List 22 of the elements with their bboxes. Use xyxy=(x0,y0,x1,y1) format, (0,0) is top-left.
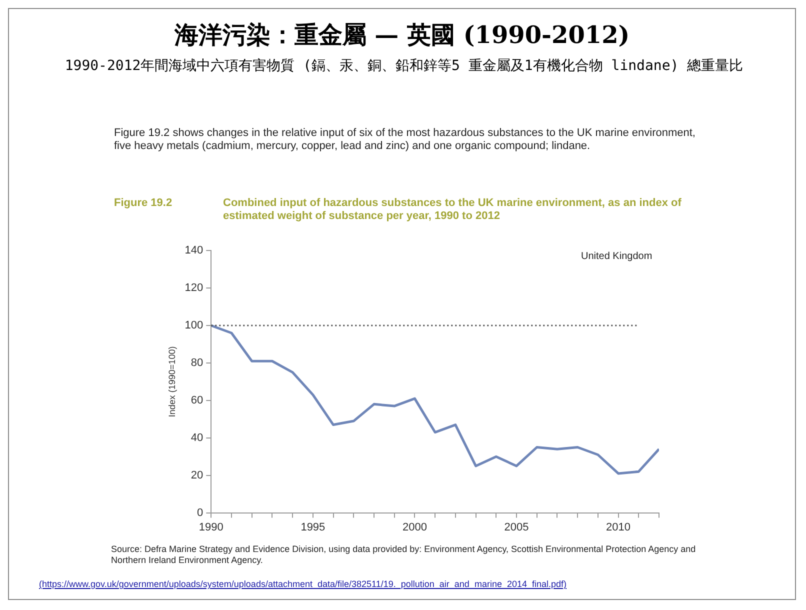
y-tick-label: 120 xyxy=(184,282,204,294)
y-tick-label: 40 xyxy=(190,432,204,444)
annotation: United Kingdom xyxy=(581,251,652,262)
x-tick-label: 2005 xyxy=(504,521,529,534)
y-axis-title: Index (1990=100) xyxy=(166,346,177,418)
y-tick-label: 100 xyxy=(184,320,204,332)
caption: Figure 19.2 xyxy=(114,197,172,209)
caption: Figure 19.2 shows changes in the relative input of six of the most hazardous substances to the UK marine environment, five heavy metals (cadmium, mercury, copper, lead and zinc) and one organic compound; lindane. xyxy=(114,127,696,153)
y-tick-label: 140 xyxy=(184,244,204,257)
source-note: Source: Defra Marine Strategy and Evidence Division, using data provided by: Environment Agency, Scottish Environmental Protection Agency and Northern Ireland Environment Agency. xyxy=(111,544,697,566)
y-tick-label: 0 xyxy=(197,506,204,519)
chart-title: 海洋污染：重金屬 — 英國 (1990-2012) xyxy=(173,19,631,51)
x-tick-label: 1990 xyxy=(198,521,224,534)
y-tick-label: 20 xyxy=(190,469,204,482)
text: Combined input of hazardous substances to the UK marine environment, as an index of estimated weight of substance per year, 1990 to 2012 xyxy=(223,197,682,223)
chart-subtitle: 1990-2012年間海域中六項有害物質 (鎘、汞、銅、鉛和鋅等5 重金屬及1有機化合物 lindane) 總重量比 xyxy=(64,57,744,75)
x-tick-label: 1995 xyxy=(300,521,326,534)
x-tick-label: 2000 xyxy=(402,521,427,534)
y-tick-label: 60 xyxy=(190,394,204,406)
y-tick-label: 80 xyxy=(190,357,204,370)
x-tick-label: 2010 xyxy=(606,521,631,534)
text: (https://www.gov.uk/government/uploads/system/uploads/attachment_data/file/382511/19._pollution_air_and_marine_2014_final.pdf) xyxy=(39,579,568,589)
